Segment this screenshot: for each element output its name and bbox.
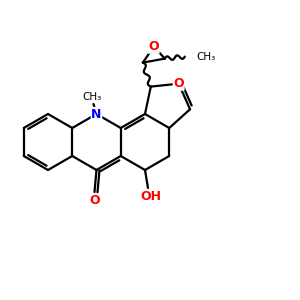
Text: CH₃: CH₃ — [197, 52, 216, 61]
Text: OH: OH — [140, 190, 161, 203]
Text: O: O — [173, 77, 184, 90]
Text: O: O — [89, 194, 100, 208]
Text: N: N — [91, 107, 102, 121]
Text: O: O — [148, 40, 159, 53]
Text: CH₃: CH₃ — [83, 92, 102, 102]
